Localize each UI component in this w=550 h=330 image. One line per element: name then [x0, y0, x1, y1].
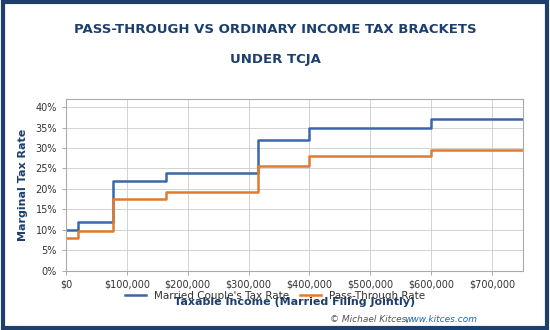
Married Couple's Tax Rate	[255, 171, 261, 175]
Pass-Through Rate	[255, 190, 261, 194]
Married Couple's Tax Rate	[63, 228, 69, 232]
Pass-Through Rate	[63, 236, 69, 240]
Pass-Through Rate	[74, 229, 81, 233]
Pass-Through Rate	[519, 148, 526, 152]
Married Couple's Tax Rate	[74, 228, 81, 232]
Pass-Through Rate	[306, 154, 313, 158]
Married Couple's Tax Rate	[428, 126, 435, 130]
Pass-Through Rate	[74, 236, 81, 240]
Pass-Through Rate	[110, 197, 117, 201]
Text: www.kitces.com: www.kitces.com	[404, 315, 477, 324]
X-axis label: Taxable Income (Married Filing Jointly): Taxable Income (Married Filing Jointly)	[174, 297, 415, 307]
Married Couple's Tax Rate	[255, 138, 261, 142]
Pass-Through Rate	[163, 190, 170, 194]
Line: Married Couple's Tax Rate: Married Couple's Tax Rate	[66, 119, 522, 230]
Text: PASS-THROUGH VS ORDINARY INCOME TAX BRACKETS: PASS-THROUGH VS ORDINARY INCOME TAX BRAC…	[74, 23, 476, 36]
Pass-Through Rate	[110, 229, 117, 233]
Married Couple's Tax Rate	[163, 171, 170, 175]
Married Couple's Tax Rate	[306, 126, 313, 130]
Y-axis label: Marginal Tax Rate: Marginal Tax Rate	[18, 129, 29, 241]
Text: UNDER TCJA: UNDER TCJA	[229, 53, 321, 66]
Married Couple's Tax Rate	[74, 219, 81, 223]
Line: Pass-Through Rate: Pass-Through Rate	[66, 150, 522, 238]
Married Couple's Tax Rate	[163, 179, 170, 183]
Married Couple's Tax Rate	[428, 117, 435, 121]
Pass-Through Rate	[163, 197, 170, 201]
Married Couple's Tax Rate	[519, 117, 526, 121]
Married Couple's Tax Rate	[110, 179, 117, 183]
Pass-Through Rate	[306, 164, 313, 168]
Married Couple's Tax Rate	[110, 219, 117, 223]
Married Couple's Tax Rate	[306, 138, 313, 142]
Pass-Through Rate	[428, 154, 435, 158]
Pass-Through Rate	[428, 148, 435, 152]
Legend: Married Couple's Tax Rate, Pass-Through Rate: Married Couple's Tax Rate, Pass-Through …	[121, 287, 429, 305]
Pass-Through Rate	[255, 164, 261, 168]
Text: © Michael Kitces,: © Michael Kitces,	[330, 315, 409, 324]
